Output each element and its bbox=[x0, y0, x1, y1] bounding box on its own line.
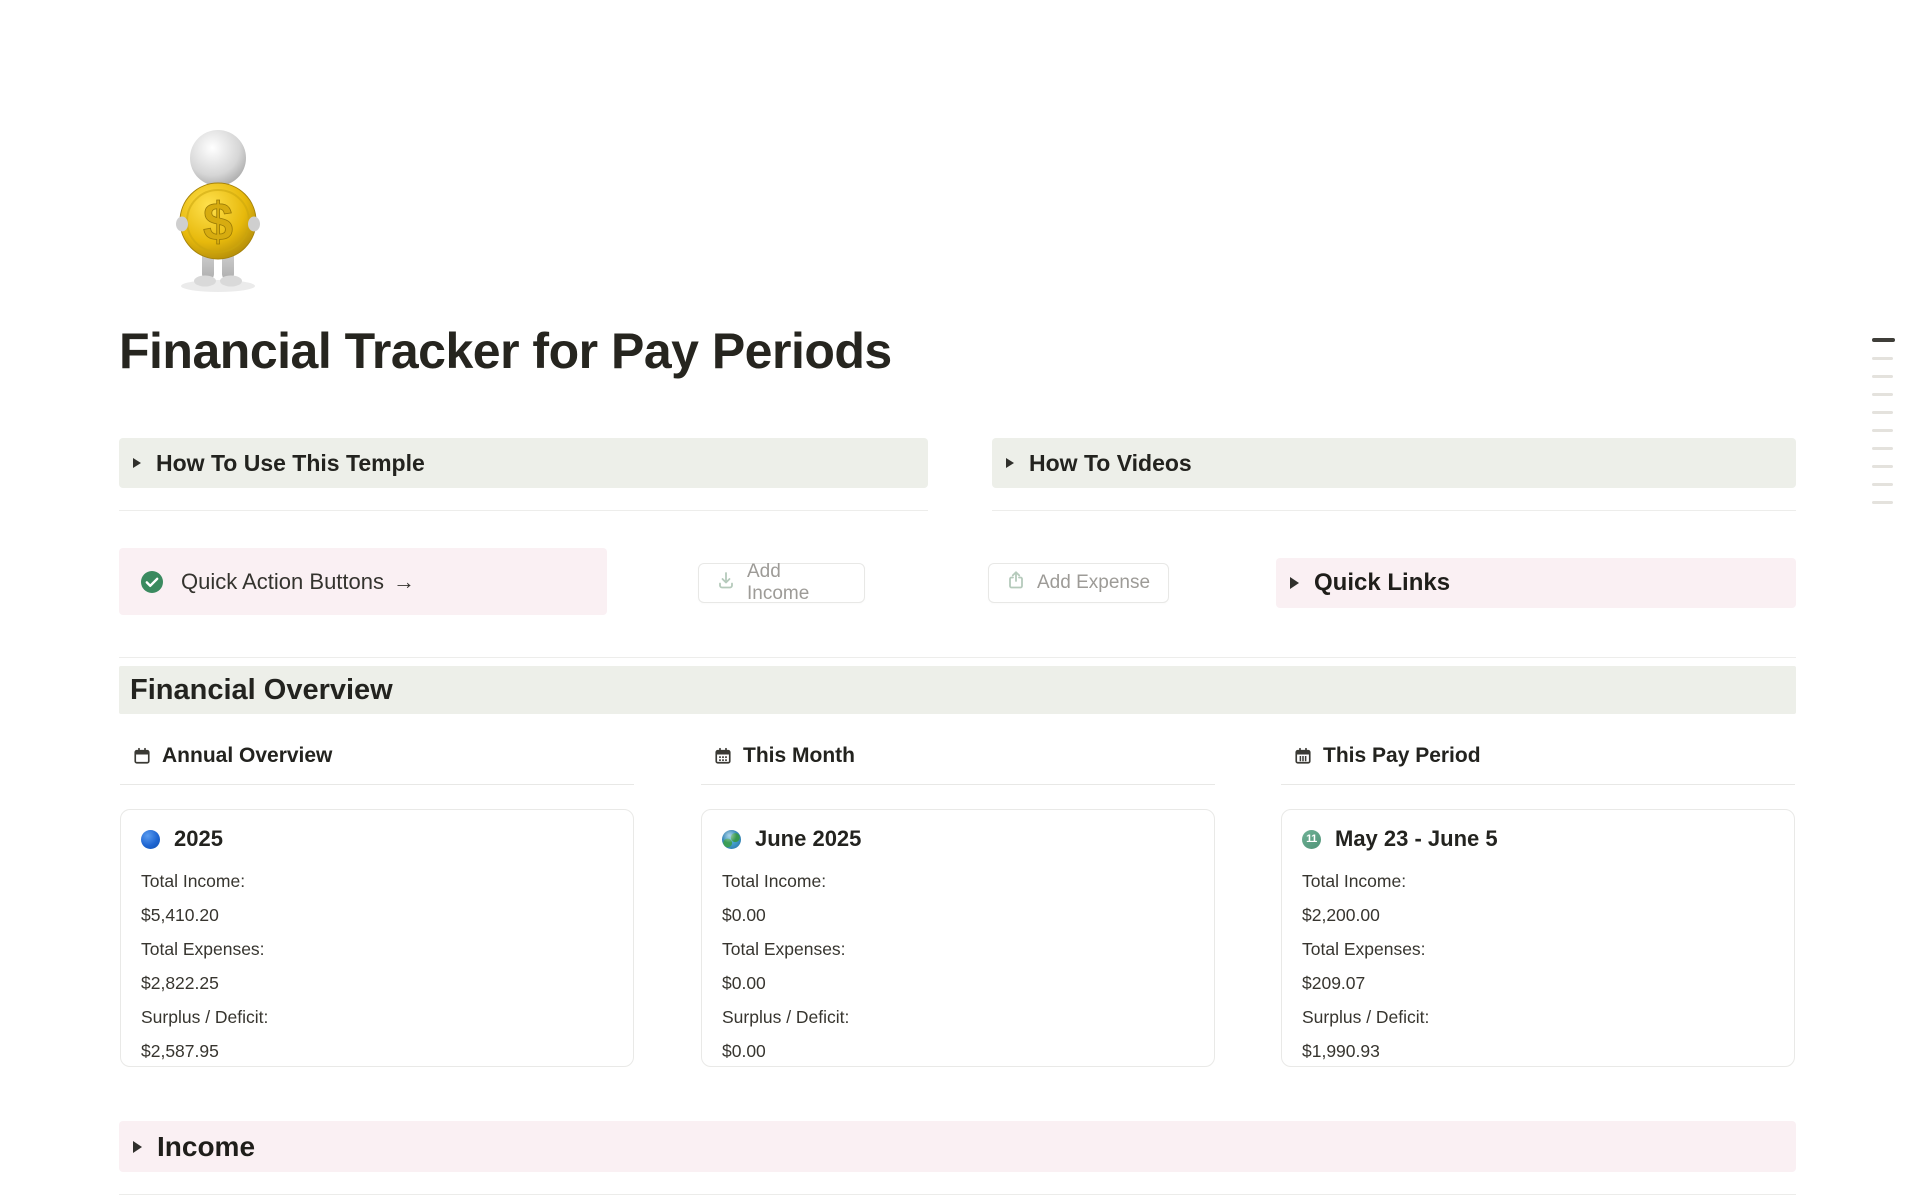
upload-share-icon bbox=[1006, 570, 1026, 596]
toggle-triangle-icon bbox=[133, 458, 141, 468]
divider bbox=[119, 657, 1796, 658]
toggle-how-to-videos-label: How To Videos bbox=[1029, 449, 1192, 476]
overview-card-annual: 2025 Total Income: $5,410.20 Total Expen… bbox=[120, 809, 634, 1067]
overview-card-month: June 2025 Total Income: $0.00 Total Expe… bbox=[701, 809, 1215, 1067]
column-header: This Pay Period bbox=[1281, 744, 1795, 785]
column-header: Annual Overview bbox=[120, 744, 634, 785]
calendar-icon bbox=[715, 747, 731, 764]
divider bbox=[119, 510, 928, 511]
toc-line[interactable] bbox=[1872, 357, 1893, 360]
column-header-label: Annual Overview bbox=[162, 744, 333, 767]
stat-label: Total Expenses: bbox=[1302, 939, 1426, 959]
column-this-month: This Month June 2025 Total Income: $0.00… bbox=[701, 744, 1215, 1067]
stat-value: $2,587.95 bbox=[141, 1041, 219, 1061]
card-title-label: 2025 bbox=[174, 826, 223, 851]
column-annual-overview: Annual Overview 2025 Total Income: $5,41… bbox=[120, 744, 634, 1067]
card-title-row: 11 May 23 - June 5 bbox=[1302, 826, 1774, 852]
toggle-how-to-use[interactable]: How To Use This Temple bbox=[119, 438, 928, 488]
toggle-quick-links[interactable]: Quick Links bbox=[1276, 558, 1796, 608]
card-title-row: 2025 bbox=[141, 826, 613, 852]
number-11-badge-icon: 11 bbox=[1302, 829, 1321, 849]
add-income-label: Add Income bbox=[747, 561, 810, 604]
stat-label: Total Expenses: bbox=[141, 939, 265, 959]
toggle-how-to-use-label: How To Use This Temple bbox=[156, 449, 425, 476]
add-expense-label: Add Expense bbox=[1037, 572, 1151, 593]
dollar-sign-glyph: $ bbox=[203, 192, 233, 252]
check-circle-icon bbox=[140, 570, 164, 594]
toc-line[interactable] bbox=[1872, 447, 1893, 450]
toc-line[interactable] bbox=[1872, 375, 1893, 378]
toggle-income[interactable]: Income bbox=[119, 1121, 1796, 1172]
stat-label: Total Expenses: bbox=[722, 939, 846, 959]
toggle-triangle-icon bbox=[1006, 458, 1014, 468]
download-tray-icon bbox=[716, 570, 736, 596]
add-expense-button[interactable]: Add Expense bbox=[988, 563, 1169, 603]
page-icon-figurine-coin: $ bbox=[176, 128, 260, 294]
stat-label: Total Income: bbox=[1302, 871, 1407, 891]
toc-line[interactable] bbox=[1872, 411, 1893, 414]
stat-label: Surplus / Deficit: bbox=[1302, 1007, 1430, 1027]
column-header-label: This Month bbox=[743, 744, 855, 767]
stat-label: Total Income: bbox=[141, 871, 246, 891]
stat-label: Surplus / Deficit: bbox=[141, 1007, 269, 1027]
toc-line[interactable] bbox=[1872, 501, 1893, 504]
toggle-quick-links-label: Quick Links bbox=[1314, 569, 1451, 596]
stat-value: $5,410.20 bbox=[141, 905, 219, 925]
stat-value: $0.00 bbox=[722, 973, 766, 993]
stat-value: $2,200.00 bbox=[1302, 905, 1380, 925]
column-header: This Month bbox=[701, 744, 1215, 785]
divider bbox=[992, 510, 1796, 511]
card-title-label: May 23 - June 5 bbox=[1335, 826, 1498, 851]
stat-value: $209.07 bbox=[1302, 973, 1366, 993]
toggle-how-to-videos[interactable]: How To Videos bbox=[992, 438, 1796, 488]
calendar-icon bbox=[134, 747, 150, 764]
toc-line[interactable] bbox=[1872, 465, 1893, 468]
toggle-income-label: Income bbox=[157, 1130, 256, 1162]
calendar-icon bbox=[1295, 747, 1311, 764]
toc-line[interactable] bbox=[1872, 429, 1893, 432]
page-title: Financial Tracker for Pay Periods bbox=[119, 323, 892, 379]
overview-card-pay-period: 11 May 23 - June 5 Total Income: $2,200.… bbox=[1281, 809, 1795, 1067]
column-header-label: This Pay Period bbox=[1323, 744, 1481, 767]
toggle-triangle-icon bbox=[133, 1140, 142, 1153]
stat-value: $0.00 bbox=[722, 905, 766, 925]
blue-circle-emoji bbox=[141, 829, 160, 849]
page-outline-indicator[interactable] bbox=[1872, 338, 1896, 519]
toc-line[interactable] bbox=[1872, 483, 1893, 486]
financial-overview-label: Financial Overview bbox=[130, 673, 393, 706]
toc-line-active[interactable] bbox=[1872, 338, 1895, 342]
stat-label: Surplus / Deficit: bbox=[722, 1007, 850, 1027]
add-income-button[interactable]: Add Income bbox=[698, 561, 865, 604]
globe-emoji bbox=[722, 829, 741, 849]
right-arrow-icon: → bbox=[393, 568, 415, 594]
financial-overview-heading: Financial Overview bbox=[119, 666, 1796, 714]
quick-action-callout: Quick Action Buttons → bbox=[119, 548, 607, 615]
stat-value: $1,990.93 bbox=[1302, 1041, 1380, 1061]
card-title-label: June 2025 bbox=[755, 826, 862, 851]
card-title-row: June 2025 bbox=[722, 826, 1194, 852]
toc-line[interactable] bbox=[1872, 393, 1893, 396]
stat-value: $2,822.25 bbox=[141, 973, 219, 993]
toggle-triangle-icon bbox=[1290, 577, 1299, 589]
quick-action-callout-label: Quick Action Buttons bbox=[181, 568, 384, 594]
stat-label: Total Income: bbox=[722, 871, 827, 891]
stat-value: $0.00 bbox=[722, 1041, 766, 1061]
column-this-pay-period: This Pay Period 11 May 23 - June 5 Total… bbox=[1281, 744, 1795, 1067]
divider bbox=[119, 1194, 1796, 1195]
